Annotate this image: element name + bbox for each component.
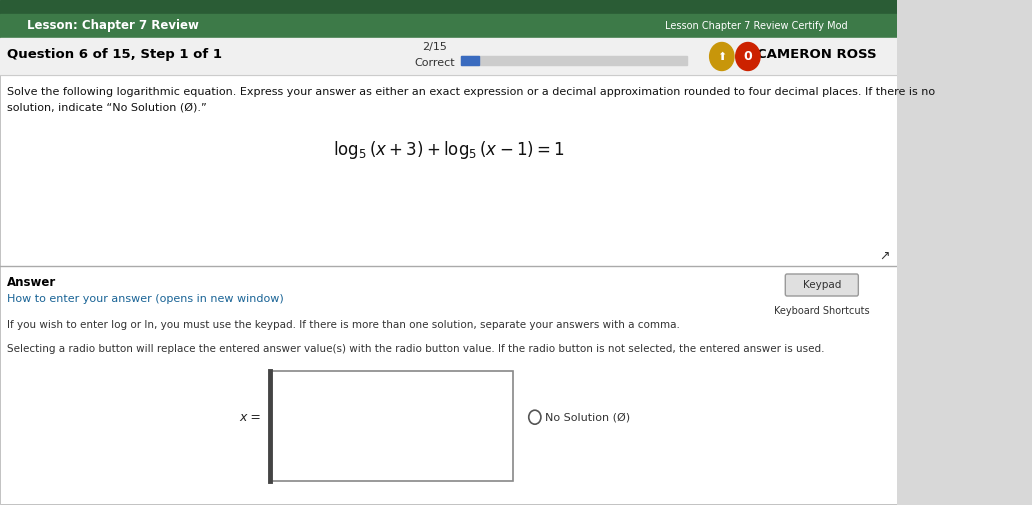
Circle shape bbox=[710, 42, 734, 71]
Text: x =: x = bbox=[239, 411, 261, 424]
FancyBboxPatch shape bbox=[785, 274, 859, 296]
Text: Question 6 of 15, Step 1 of 1: Question 6 of 15, Step 1 of 1 bbox=[7, 48, 222, 61]
Bar bbox=[0, 14, 898, 38]
Bar bbox=[0, 75, 898, 505]
Text: 0: 0 bbox=[743, 50, 752, 63]
Bar bbox=[461, 56, 479, 65]
Bar bbox=[0, 0, 898, 14]
Text: Keyboard Shortcuts: Keyboard Shortcuts bbox=[774, 306, 870, 316]
Text: Lesson Chapter 7 Review Certify Mod: Lesson Chapter 7 Review Certify Mod bbox=[666, 21, 848, 31]
Text: Solve the following logarithmic equation. Express your answer as either an exact: Solve the following logarithmic equation… bbox=[7, 87, 935, 97]
Bar bbox=[0, 75, 897, 504]
Text: How to enter your answer (opens in new window): How to enter your answer (opens in new w… bbox=[7, 294, 284, 304]
Text: Selecting a radio button will replace the entered answer value(s) with the radio: Selecting a radio button will replace th… bbox=[7, 344, 825, 354]
Text: Correct: Correct bbox=[415, 58, 455, 68]
Bar bbox=[0, 38, 898, 75]
Bar bbox=[269, 371, 513, 481]
Text: Answer: Answer bbox=[7, 276, 56, 289]
Text: CAMERON ROSS: CAMERON ROSS bbox=[756, 48, 876, 61]
Text: solution, indicate “No Solution (Ø).”: solution, indicate “No Solution (Ø).” bbox=[7, 103, 206, 113]
Text: ↗: ↗ bbox=[879, 249, 890, 263]
Text: Keypad: Keypad bbox=[803, 280, 841, 290]
Text: If you wish to enter log or ln, you must use the keypad. If there is more than o: If you wish to enter log or ln, you must… bbox=[7, 320, 680, 330]
Text: $\log_5(x+3)+\log_5(x-1)=1$: $\log_5(x+3)+\log_5(x-1)=1$ bbox=[333, 139, 565, 161]
Circle shape bbox=[528, 410, 541, 424]
Text: ⬆: ⬆ bbox=[717, 52, 727, 62]
Bar bbox=[461, 56, 687, 65]
Text: Lesson: Chapter 7 Review: Lesson: Chapter 7 Review bbox=[27, 20, 199, 32]
Text: 2/15: 2/15 bbox=[422, 42, 447, 52]
Text: No Solution (Ø): No Solution (Ø) bbox=[545, 412, 631, 422]
Circle shape bbox=[736, 42, 761, 71]
